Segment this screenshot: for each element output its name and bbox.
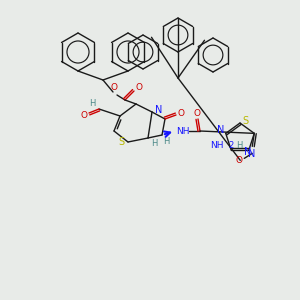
Text: N: N [244, 147, 251, 158]
Text: 2: 2 [229, 141, 234, 150]
Text: O: O [178, 110, 184, 118]
Text: H: H [89, 100, 95, 109]
Text: H: H [236, 141, 242, 150]
Text: H: H [163, 136, 169, 146]
Text: O: O [194, 109, 200, 118]
Text: S: S [118, 137, 124, 147]
Text: H: H [151, 139, 157, 148]
Text: O: O [236, 156, 243, 165]
Text: NH: NH [210, 141, 224, 150]
Text: O: O [136, 83, 142, 92]
Text: N: N [248, 149, 256, 159]
Text: N: N [217, 125, 224, 135]
Text: S: S [242, 116, 248, 126]
Text: O: O [80, 110, 88, 119]
Text: N: N [155, 105, 163, 115]
Text: NH: NH [176, 127, 190, 136]
Text: O: O [110, 83, 118, 92]
